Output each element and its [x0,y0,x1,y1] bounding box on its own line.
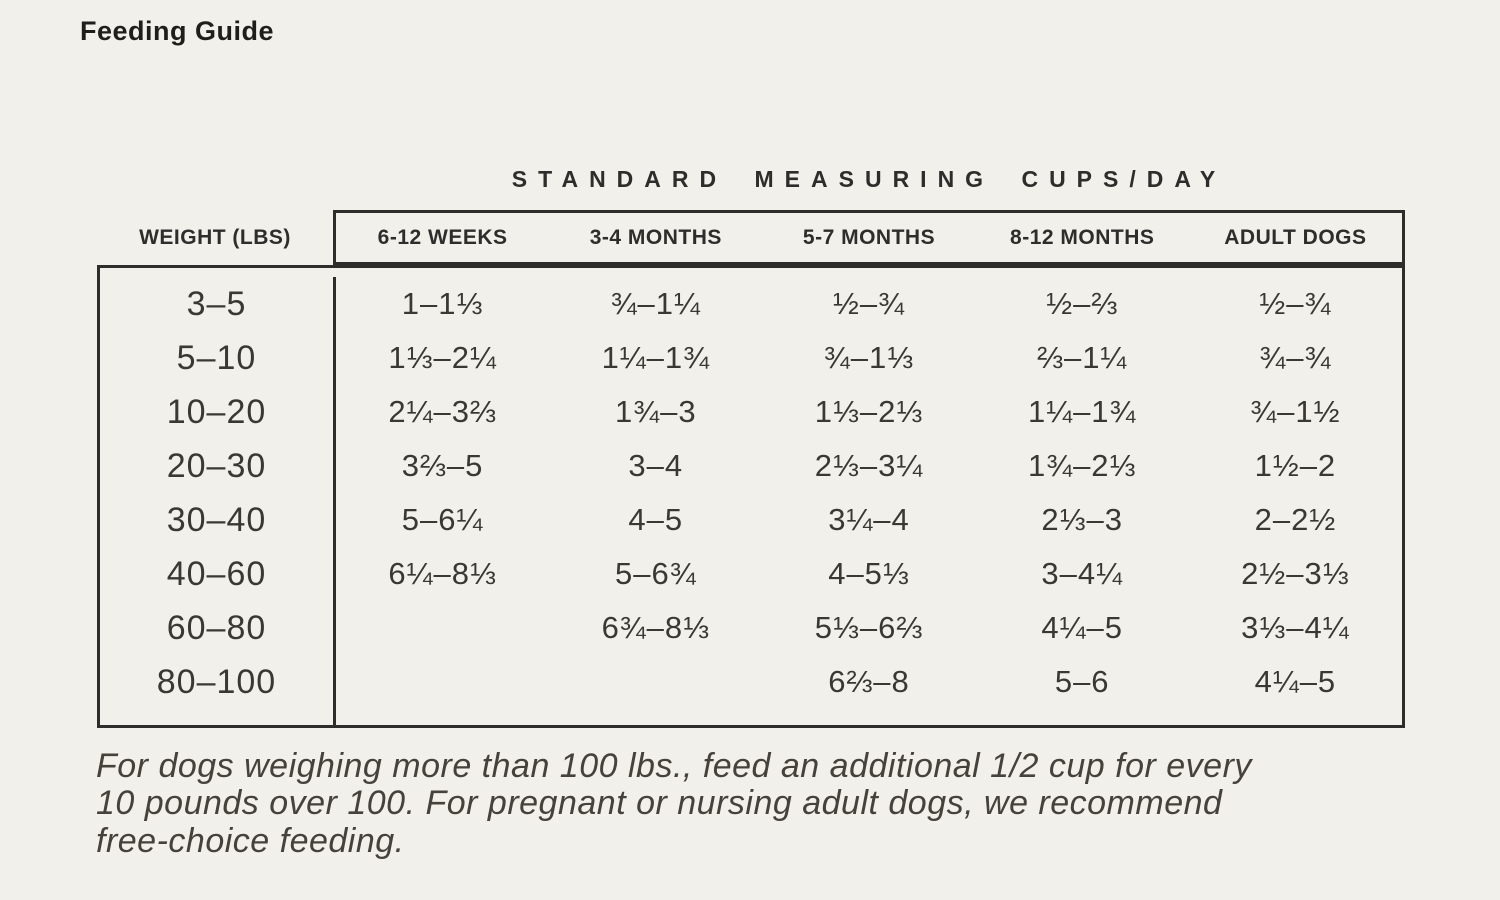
cups-value-cell: ⅔–1¼ [1037,340,1128,375]
weight-column-header: WEIGHT (LBS) [139,225,291,249]
cups-value-cell: ½–⅔ [1046,286,1119,321]
cups-value-cell: 5–6¼ [401,502,484,537]
footnote-line: 10 pounds over 100. For pregnant or nurs… [96,784,1223,823]
table-row: 40–60 6¼–8⅓ 5–6¾ 4–5⅓ 3–4¼ 2½–3⅓ [100,547,1402,601]
cups-value-cell [336,601,549,655]
cups-value-cell: 6¾–8⅓ [601,610,710,645]
table-row: 60–80 6¾–8⅓ 5⅓–6⅔ 4¼–5 3⅓–4¼ [100,601,1402,655]
cups-value-cell: 1¼–1¾ [601,340,710,375]
cups-value-cell: 3⅔–5 [401,448,484,483]
cups-value-cell: 1¼–1¾ [1027,394,1137,429]
cups-value-cell: 4–5 [628,502,684,537]
cups-value-cell: 2½–3⅓ [1241,556,1350,591]
cups-value-cell: 2⅓–3 [1041,502,1123,537]
table-row: 20–30 3⅔–5 3–4 2⅓–3¼ 1¾–2⅓ 1½–2 [100,439,1402,493]
column-header: 8-12 MONTHS [1010,225,1155,249]
cups-value-cell: 6¼–8⅓ [388,556,497,591]
cups-value-cell: 3¼–4 [828,502,910,537]
cups-value-cell: 1⅓–2¼ [388,340,497,375]
weight-column-divider [333,277,336,725]
cups-value-cell: 1¾–3 [615,394,697,429]
footnote-line: free-choice feeding. [96,821,405,860]
cups-value-cell [336,655,549,709]
cups-value-cell: 3–4 [628,448,684,483]
weight-cell: 80–100 [156,662,277,701]
weight-cell: 30–40 [166,500,267,539]
cups-value-cell: 5–6 [1054,664,1110,699]
weight-cell: 20–30 [166,446,267,485]
cups-value-cell: ¾–1¼ [610,286,701,321]
column-header: ADULT DOGS [1224,225,1367,249]
table-row: 3–5 1–1⅓ ¾–1¼ ½–¾ ½–⅔ ½–¾ [100,277,1402,331]
footnote-text: For dogs weighing more than 100 lbs., fe… [96,747,1416,860]
weight-cell: 10–20 [166,392,267,431]
table-row: 5–10 1⅓–2¼ 1¼–1¾ ¾–1⅓ ⅔–1¼ ¾–¾ [100,331,1402,385]
page-title: Feeding Guide [80,16,275,46]
feeding-table-body: 3–5 1–1⅓ ¾–1¼ ½–¾ ½–⅔ ½–¾ 5–10 1⅓–2¼ 1¼–1¾ ¾–1⅓ ⅔–… [97,265,1405,728]
age-columns-header-row: 6-12 WEEKS 3-4 MONTHS 5-7 MONTHS 8-12 MONTH… [333,210,1405,265]
cups-value-cell: 5⅓–6⅔ [814,610,924,645]
cups-value-cell: 6⅔–8 [828,664,910,699]
cups-value-cell: 1–1⅓ [401,286,484,321]
cups-value-cell: ¾–1⅓ [823,340,915,375]
cups-value-cell: 1½–2 [1254,448,1337,483]
cups-value-cell: ½–¾ [833,286,905,321]
table-row: 30–40 5–6¼ 4–5 3¼–4 2⅓–3 2–2½ [100,493,1402,547]
cups-value-cell: 4¼–5 [1254,664,1337,699]
cups-value-cell: 1⅓–2⅓ [814,394,924,429]
footnote-line: For dogs weighing more than 100 lbs., fe… [96,747,1252,785]
cups-value-cell: 3–4¼ [1041,556,1123,591]
cups-value-cell: 4–5⅓ [828,556,910,591]
table-row: 80–100 6⅔–8 5–6 4¼–5 [100,655,1402,709]
feeding-table-inner: 3–5 1–1⅓ ¾–1¼ ½–¾ ½–⅔ ½–¾ 5–10 1⅓–2¼ 1¼–1¾ ¾–1⅓ ⅔–… [100,277,1402,725]
table-row: 10–20 2¼–3⅔ 1¾–3 1⅓–2⅓ 1¼–1¾ ¾–1½ [100,385,1402,439]
cups-value-cell: 5–6¾ [615,556,697,591]
weight-cell: 40–60 [166,554,267,593]
cups-value-cell: 2–2½ [1254,502,1337,537]
weight-cell: 3–5 [186,284,247,323]
cups-value-cell: 3⅓–4¼ [1241,610,1350,645]
cups-value-cell [549,655,762,709]
table-super-header: STANDARD MEASURING CUPS/DAY [511,166,1227,192]
cups-value-cell: 4¼–5 [1041,610,1123,645]
column-header: 5-7 MONTHS [802,225,936,249]
weight-cell: 60–80 [166,608,267,647]
cups-value-cell: ¾–¾ [1259,340,1332,375]
weight-cell: 5–10 [176,338,257,377]
cups-value-cell: 2¼–3⅔ [388,394,497,429]
cups-value-cell: 1¾–2⅓ [1027,448,1137,483]
column-header: 6-12 WEEKS [377,225,508,249]
cups-value-cell: ½–¾ [1259,286,1332,321]
cups-value-cell: 2⅓–3¼ [814,448,924,483]
column-header: 3-4 MONTHS [589,225,722,249]
cups-value-cell: ¾–1½ [1250,394,1341,429]
